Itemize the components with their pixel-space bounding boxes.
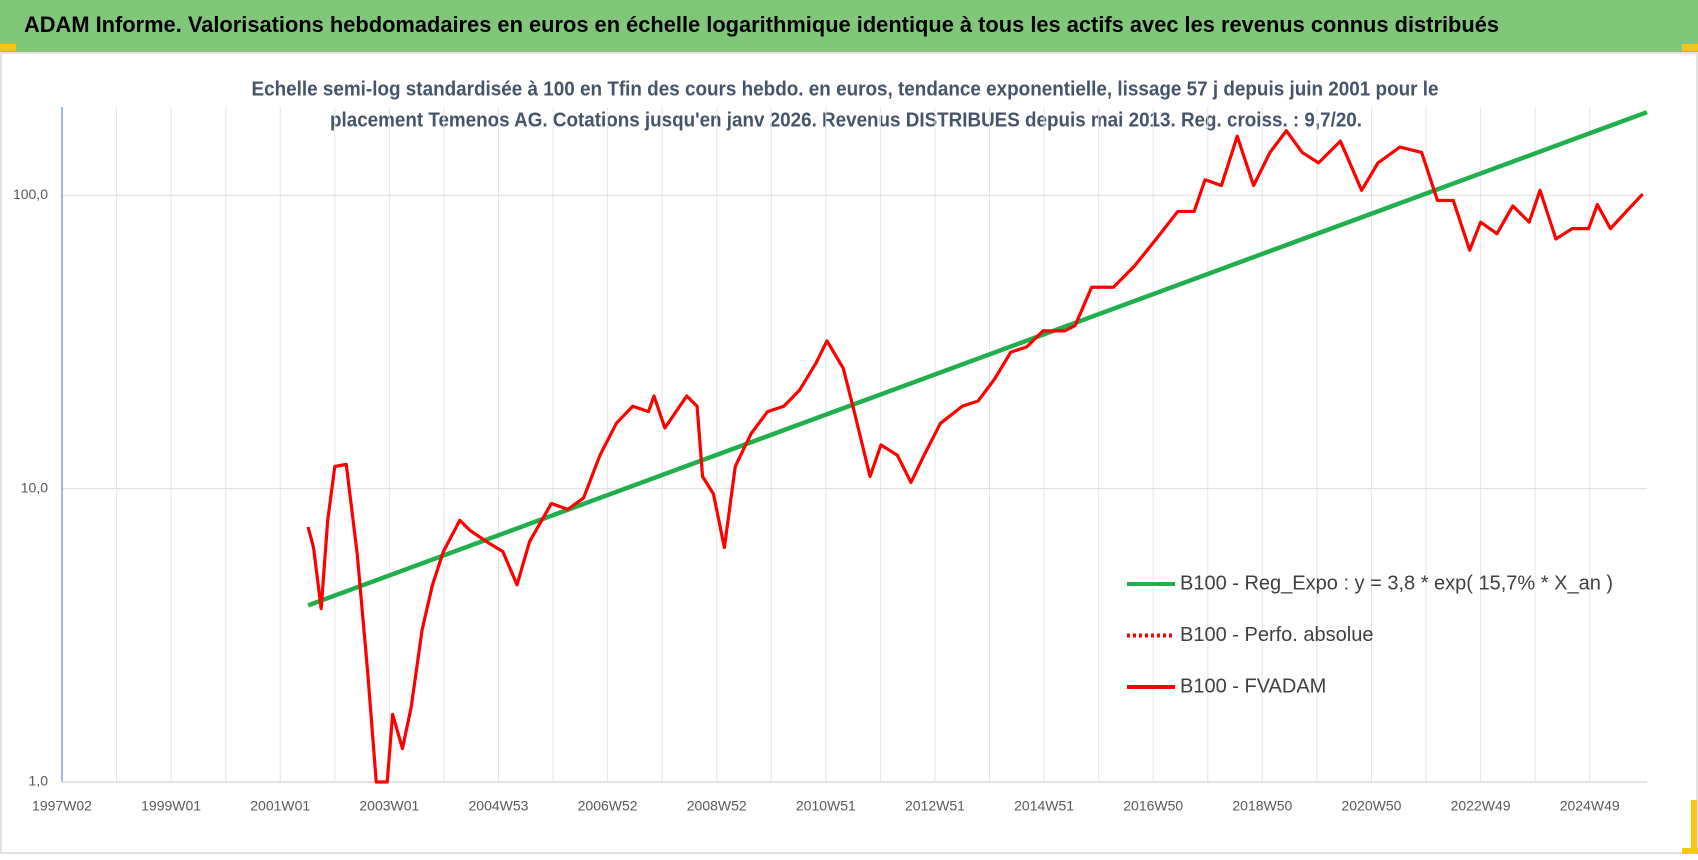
header-title: ADAM Informe. Valorisations hebdomadaire… [24,12,1499,37]
x-tick-label: 2004W53 [469,798,529,814]
y-tick-label: 100,0 [13,186,48,202]
x-tick-label: 2022W49 [1451,798,1511,814]
corner-marker [1691,800,1697,850]
x-tick-label: 2024W49 [1560,798,1620,814]
x-tick-label: 2020W50 [1341,798,1401,814]
header-bar [0,0,1698,52]
y-tick-label: 10,0 [21,479,48,495]
legend-label: B100 - Perfo. absolue [1180,624,1373,646]
x-tick-label: 1997W02 [32,798,92,814]
corner-marker [0,44,16,51]
legend-label: B100 - Reg_Expo : y = 3,8 * exp( 15,7% *… [1180,572,1613,594]
x-tick-label: 2010W51 [796,798,856,814]
series-line [307,110,1648,608]
x-tick-label: 2006W52 [578,798,638,814]
x-tick-label: 2014W51 [1014,798,1074,814]
legend-label: B100 - FVADAM [1180,675,1326,697]
x-tick-label: 2016W50 [1123,798,1183,814]
x-tick-label: 2012W51 [905,798,965,814]
series-line [306,129,1644,784]
x-tick-label: 2001W01 [250,798,310,814]
x-tick-label: 2003W01 [359,798,419,814]
x-tick-label: 2008W52 [687,798,747,814]
corner-marker [1682,44,1698,51]
x-tick-label: 1999W01 [141,798,201,814]
chart-title: placement Temenos AG. Cotations jusqu'en… [330,109,1362,131]
chart-frame [0,52,1698,854]
x-tick-label: 2018W50 [1232,798,1292,814]
chart-title: Echelle semi-log standardisée à 100 en T… [252,78,1439,100]
y-tick-label: 1,0 [29,773,49,789]
corner-marker [1682,848,1698,854]
